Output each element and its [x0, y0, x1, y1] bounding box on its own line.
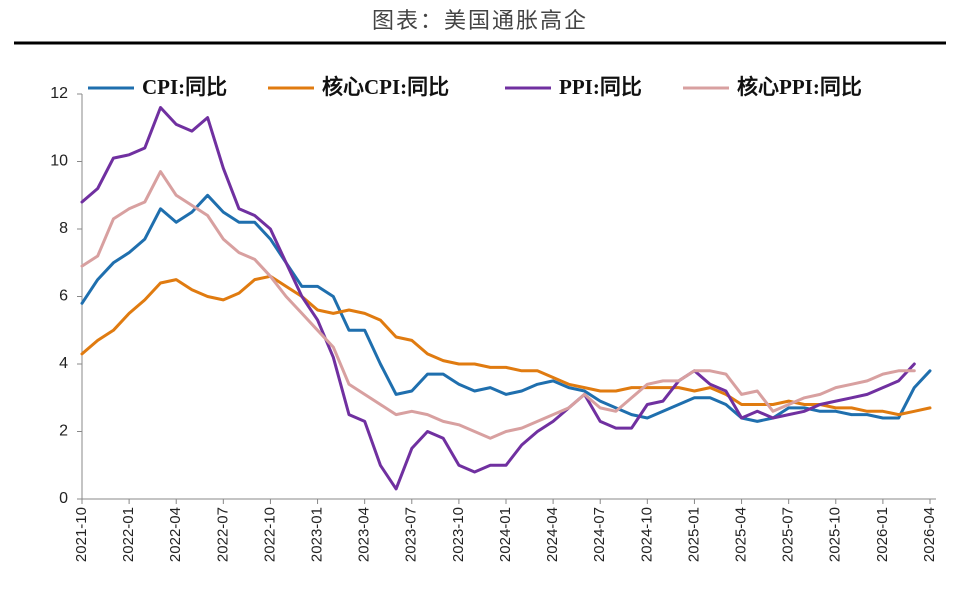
x-tick-label: 2025-10: [827, 507, 844, 562]
x-tick-label: 2022-07: [214, 507, 231, 562]
y-tick-label: 4: [59, 355, 68, 372]
legend-label: 核心CPI:同比: [322, 75, 449, 99]
x-tick-label: 2022-01: [120, 507, 137, 562]
legend-label: PPI:同比: [559, 75, 642, 99]
legend-label: CPI:同比: [142, 75, 227, 99]
series-line: [80, 170, 916, 440]
x-tick-label: 2023-01: [309, 507, 326, 562]
y-tick-label: 6: [59, 288, 68, 305]
x-tick-label: 2022-10: [261, 507, 278, 562]
y-tick-label: 0: [59, 490, 68, 507]
x-tick-label: 2025-04: [733, 507, 750, 562]
x-tick-label: 2023-07: [403, 507, 420, 562]
x-tick-label: 2022-04: [167, 507, 184, 562]
x-tick-label: 2024-01: [497, 507, 514, 562]
x-tick-label: 2021-10: [73, 507, 90, 562]
y-tick-label: 12: [50, 85, 68, 102]
x-tick-label: 2025-07: [780, 507, 797, 562]
x-tick-label: 2026-01: [874, 507, 891, 562]
y-tick-label: 10: [50, 153, 68, 170]
x-tick-label: 2025-01: [685, 507, 702, 562]
x-tick-label: 2024-04: [544, 507, 561, 562]
x-tick-label: 2024-07: [591, 507, 608, 562]
x-tick-label: 2023-04: [356, 507, 373, 562]
y-tick-label: 8: [59, 220, 68, 237]
y-tick-label: 2: [59, 423, 68, 440]
chart-title: 图表：美国通胀高企: [372, 9, 588, 34]
series-line: [80, 274, 932, 417]
series-line: [80, 106, 916, 491]
x-tick-label: 2023-10: [450, 507, 467, 562]
series-line: [80, 193, 932, 423]
x-tick-label: 2026-04: [921, 507, 938, 562]
x-tick-label: 2024-10: [638, 507, 655, 562]
legend-label: 核心PPI:同比: [737, 75, 862, 99]
